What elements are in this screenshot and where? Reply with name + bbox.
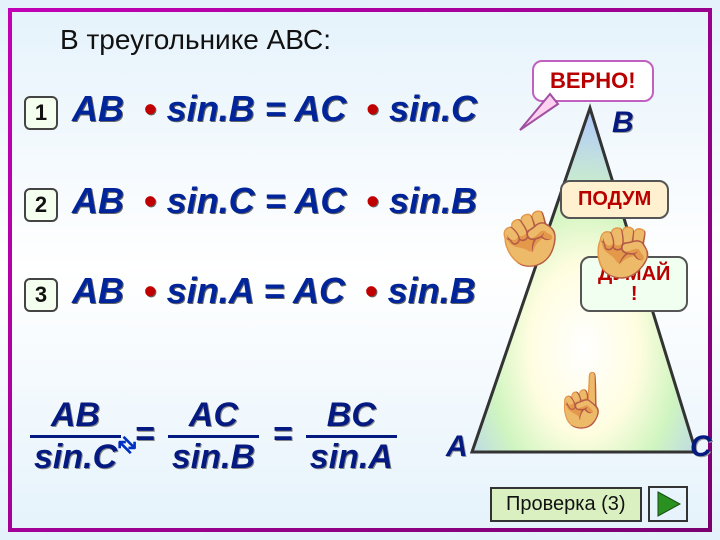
option-formula-2: AB • sin.C = AC • sin.B	[72, 180, 477, 222]
check-button[interactable]: Проверка (3)	[490, 487, 642, 522]
vertex-A: A	[446, 430, 468, 464]
option-formula-1: AB • sin.B = AC • sin.C	[72, 88, 477, 130]
play-icon[interactable]	[648, 486, 688, 522]
bubble-think-1: ПОДУМ	[560, 180, 669, 219]
option-badge-1[interactable]: 1	[24, 96, 58, 130]
vertex-B: B	[612, 106, 634, 140]
hand-icon-3: ☝️	[550, 370, 615, 431]
vertex-C: C	[690, 430, 712, 464]
option-badge-3[interactable]: 3	[24, 278, 58, 312]
law-of-sines: ABsin.C = ACsin.B = BCsin.A	[30, 396, 397, 477]
hand-icon-2: ✊	[585, 217, 659, 288]
option-badge-2[interactable]: 2	[24, 188, 58, 222]
bubble-correct-tail	[510, 92, 560, 142]
option-formula-3: AB • sin.A = AC • sin.B	[72, 270, 476, 312]
